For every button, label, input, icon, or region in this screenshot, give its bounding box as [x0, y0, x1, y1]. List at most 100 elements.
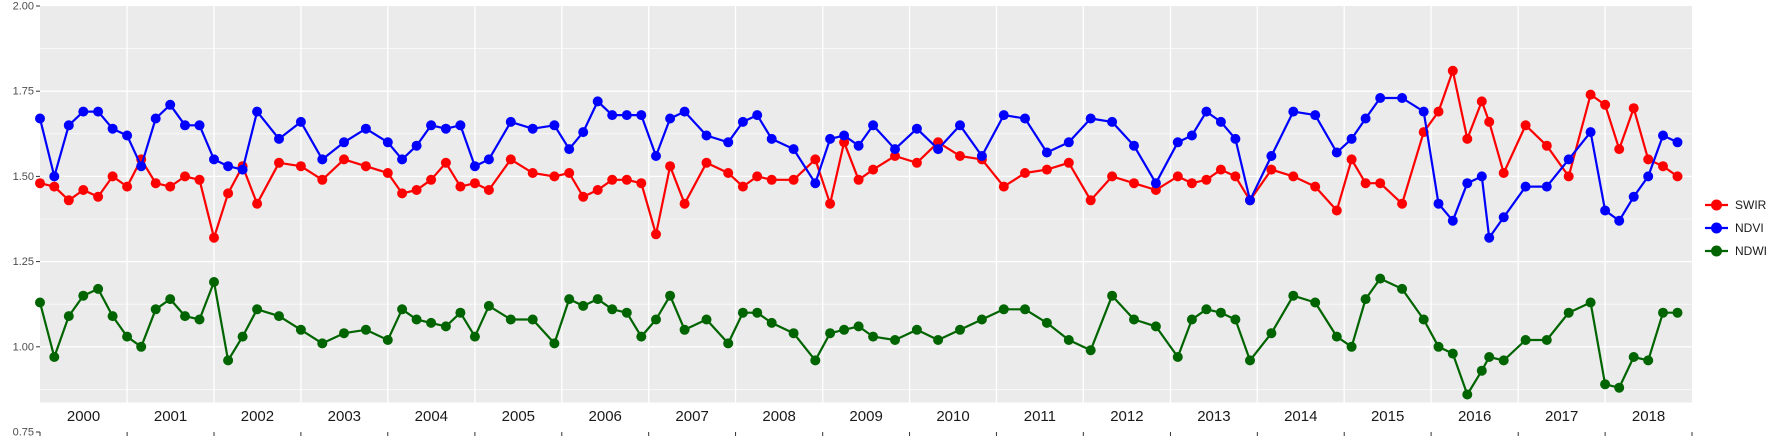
swir-data-point	[1585, 89, 1596, 100]
ndvi-data-point	[1643, 171, 1654, 182]
ndvi-data-point	[63, 120, 74, 131]
swir-data-point	[607, 174, 618, 185]
swir-data-point	[1288, 171, 1299, 182]
swir-data-point	[1310, 181, 1321, 192]
swir-data-point	[165, 181, 176, 192]
year-strip-label: 2012	[1110, 408, 1143, 425]
swir-data-point	[1346, 154, 1357, 165]
ndvi-data-point	[35, 113, 45, 124]
ndwi-data-point	[440, 321, 451, 332]
ndvi-data-point	[107, 123, 118, 134]
swir-data-point	[810, 154, 821, 165]
ndwi-data-point	[469, 331, 480, 342]
ndwi-data-point	[1614, 382, 1625, 393]
ndwi-data-point	[890, 335, 900, 345]
swir-data-point	[440, 157, 451, 168]
ndvi-data-point	[621, 110, 632, 121]
swir-data-point	[1215, 164, 1226, 175]
ndwi-data-point	[1563, 307, 1574, 318]
ndwi-data-point	[1433, 341, 1444, 352]
ndwi-data-point	[455, 307, 466, 318]
ndwi-data-point	[505, 314, 516, 325]
swir-data-point	[549, 171, 560, 182]
swir-data-point	[1063, 157, 1074, 168]
swir-data-point	[1230, 171, 1241, 182]
legend-label-ndvi: NDVI	[1735, 221, 1764, 235]
ndwi-data-point	[252, 304, 263, 315]
swir-data-point	[1643, 154, 1654, 165]
swir-data-point	[1462, 133, 1473, 144]
year-strip-label: 2016	[1458, 408, 1491, 425]
ndvi-data-point	[1563, 154, 1574, 165]
swir-data-point	[1658, 161, 1668, 172]
ndvi-data-point	[752, 110, 763, 121]
swir-data-point	[853, 174, 864, 185]
ndwi-data-point	[122, 331, 133, 342]
swir-data-point	[63, 195, 74, 206]
ndvi-data-point	[1107, 116, 1118, 127]
ndvi-data-point	[788, 144, 799, 155]
ndwi-data-point	[1643, 355, 1654, 366]
ndvi-data-point	[1462, 178, 1473, 189]
ndwi-data-point	[411, 314, 422, 325]
y-tick-label: 2.00	[13, 1, 34, 13]
ndwi-data-point	[955, 324, 965, 335]
ndwi-data-point	[1476, 365, 1487, 376]
ndvi-data-point	[1346, 133, 1357, 144]
swir-data-point	[1331, 205, 1342, 216]
ndvi-data-point	[122, 130, 133, 141]
ndvi-data-point	[469, 161, 480, 172]
series-layer	[35, 65, 1683, 400]
x-axis	[39, 432, 1693, 436]
ndwi-data-point	[1041, 317, 1052, 328]
ndvi-data-point	[1447, 215, 1458, 226]
ndvi-data-point	[607, 110, 618, 121]
ndvi-data-point	[295, 116, 306, 127]
ndvi-data-point	[853, 140, 864, 151]
swir-data-point	[426, 174, 437, 185]
swir-data-point	[1600, 99, 1611, 110]
swir-data-point	[1186, 178, 1197, 189]
ndvi-data-point	[1658, 130, 1668, 141]
swir-data-point	[1085, 195, 1096, 206]
ndvi-data-point	[1614, 215, 1625, 226]
swir-data-point	[621, 174, 632, 185]
ndwi-data-point	[723, 338, 734, 349]
swir-data-point	[1476, 96, 1487, 107]
ndwi-data-point	[1628, 352, 1639, 362]
ndwi-data-point	[976, 314, 987, 325]
ndvi-data-point	[1672, 137, 1683, 148]
ndwi-data-point	[295, 324, 306, 335]
ndwi-data-point	[1201, 304, 1212, 315]
ndvi-data-point	[1484, 232, 1495, 243]
ndwi-data-point	[636, 331, 647, 342]
ndvi-data-point	[165, 99, 176, 110]
ndvi-data-point	[868, 120, 879, 131]
ndwi-data-point	[339, 328, 349, 339]
ndvi-data-point	[223, 161, 234, 172]
ndvi-data-point	[1041, 147, 1052, 158]
ndwi-data-point	[1375, 273, 1386, 284]
swir-data-point	[455, 181, 466, 192]
ndwi-data-point	[1360, 294, 1371, 305]
ndvi-data-point	[839, 130, 850, 141]
year-strip-label: 2010	[936, 408, 969, 425]
year-strip-label: 2017	[1545, 408, 1578, 425]
y-tick-label: 1.50	[13, 171, 34, 183]
ndvi-data-point	[890, 144, 900, 155]
swir-data-point	[788, 174, 799, 185]
swir-data-point	[1360, 178, 1371, 189]
ndwi-data-point	[1484, 352, 1495, 362]
ndvi-data-point	[1541, 181, 1552, 192]
ndvi-data-point	[440, 123, 451, 134]
ndwi-data-point	[1215, 307, 1226, 318]
swir-data-point	[93, 191, 104, 202]
swir-data-point	[752, 171, 763, 182]
ndvi-data-point	[194, 120, 205, 131]
swir-data-point	[1614, 144, 1625, 155]
year-strip-label: 2005	[502, 408, 535, 425]
swir-data-point	[1447, 65, 1458, 76]
ndvi-data-point	[411, 140, 422, 151]
ndwi-data-point	[592, 294, 603, 305]
ndvi-data-point	[1520, 181, 1531, 192]
